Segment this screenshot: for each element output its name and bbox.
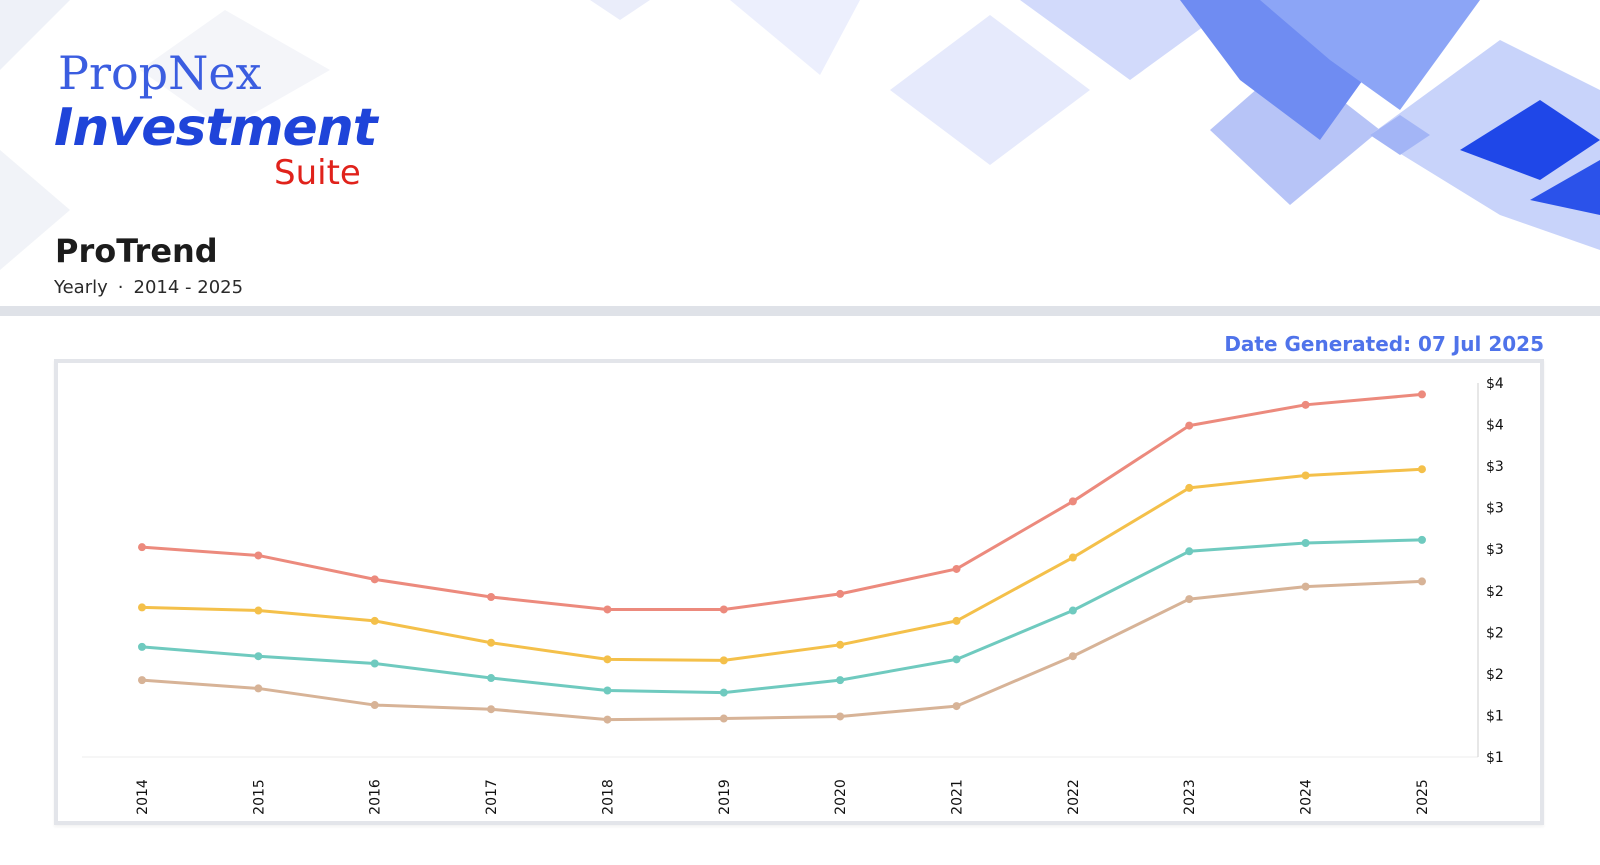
- data-point: [1301, 471, 1310, 480]
- data-point: [1417, 535, 1426, 544]
- data-point: [603, 686, 612, 695]
- report-subtitle: Yearly · 2014 - 2025: [54, 277, 243, 298]
- data-point: [1068, 652, 1077, 661]
- data-point: [1068, 553, 1077, 562]
- separator-dot: ·: [117, 277, 124, 298]
- x-tick-label: 2022: [1066, 779, 1082, 815]
- x-tick-label: 2016: [368, 779, 384, 815]
- data-point: [952, 564, 961, 573]
- data-point: [719, 714, 728, 723]
- y-tick-label: $2: [1486, 667, 1504, 683]
- logo-propnex-text: PropNex: [58, 46, 262, 100]
- frequency-label: Yearly: [54, 277, 108, 298]
- data-point: [138, 543, 146, 552]
- data-point: [952, 655, 961, 664]
- data-point: [1068, 497, 1077, 506]
- data-point: [836, 676, 845, 685]
- data-point: [952, 702, 961, 711]
- y-tick-label: $3: [1486, 542, 1504, 558]
- line-chart: $4 $4 $3 $3 $3 $2 $2 $2 $1 $1 2014 2015 2016 2017 2018…: [82, 376, 1504, 815]
- y-tick-label: $4: [1486, 418, 1504, 434]
- data-point: [719, 605, 728, 614]
- x-tick-label: 2020: [833, 779, 849, 815]
- data-point: [487, 638, 496, 647]
- x-tick-label: 2023: [1182, 779, 1198, 815]
- data-point: [836, 640, 845, 649]
- data-point: [1185, 595, 1194, 604]
- data-point: [487, 593, 496, 602]
- y-tick-label: $1: [1486, 750, 1504, 766]
- series-line-2: [140, 467, 1424, 662]
- x-tick-label: 2021: [950, 779, 966, 815]
- header-decoration: [0, 0, 1600, 270]
- data-point: [836, 589, 845, 598]
- propnex-logo: PropNex Investment Suite: [54, 46, 384, 196]
- data-point: [1301, 400, 1310, 409]
- logo-investment-text: Investment: [54, 98, 378, 158]
- data-point: [952, 616, 961, 625]
- x-tick-label: 2024: [1299, 779, 1315, 815]
- report-title: ProTrend: [55, 232, 218, 270]
- data-point: [1417, 577, 1426, 586]
- x-tick-label: 2015: [251, 779, 267, 815]
- data-point: [254, 652, 263, 661]
- header-divider: [0, 306, 1600, 316]
- logo-suite-text: Suite: [274, 153, 361, 193]
- data-point: [370, 701, 379, 710]
- x-tick-label: 2019: [717, 779, 733, 815]
- data-point: [138, 642, 146, 651]
- data-point: [1417, 465, 1426, 474]
- data-point: [603, 655, 612, 664]
- data-point: [1417, 390, 1426, 399]
- data-point: [1185, 421, 1194, 430]
- data-point: [719, 656, 728, 665]
- data-point: [1068, 606, 1077, 615]
- y-tick-label: $2: [1486, 625, 1504, 641]
- x-tick-label: 2018: [600, 779, 616, 815]
- data-point: [1301, 582, 1310, 591]
- y-tick-label: $1: [1486, 708, 1504, 724]
- data-point: [487, 674, 496, 683]
- data-point: [719, 688, 728, 697]
- data-point: [370, 575, 379, 584]
- y-tick-label: $2: [1486, 584, 1504, 600]
- x-tick-label: 2025: [1415, 779, 1431, 815]
- data-point: [254, 684, 263, 693]
- data-point: [138, 676, 146, 685]
- data-point: [836, 712, 845, 721]
- x-tick-label: 2014: [135, 779, 151, 815]
- data-point: [603, 605, 612, 614]
- date-generated: Date Generated: 07 Jul 2025: [1224, 332, 1544, 356]
- series-line-1: [140, 392, 1424, 611]
- period-label: 2014 - 2025: [133, 277, 244, 298]
- data-point: [138, 603, 146, 612]
- x-tick-label: 2017: [484, 779, 500, 815]
- series-line-4: [140, 579, 1424, 722]
- data-point: [603, 715, 612, 724]
- y-tick-label: $3: [1486, 459, 1504, 475]
- y-tick-label: $4: [1486, 376, 1504, 392]
- series-line-3: [140, 538, 1424, 695]
- data-point: [254, 606, 263, 615]
- data-point: [1301, 538, 1310, 547]
- data-point: [1185, 483, 1194, 492]
- y-tick-label: $3: [1486, 501, 1504, 517]
- chart-panel: $4 $4 $3 $3 $3 $2 $2 $2 $1 $1 2014 2015 2016 2017 2018…: [54, 359, 1544, 825]
- data-point: [370, 659, 379, 668]
- data-point: [487, 705, 496, 714]
- data-point: [254, 551, 263, 560]
- data-point: [370, 616, 379, 625]
- data-point: [1185, 547, 1194, 556]
